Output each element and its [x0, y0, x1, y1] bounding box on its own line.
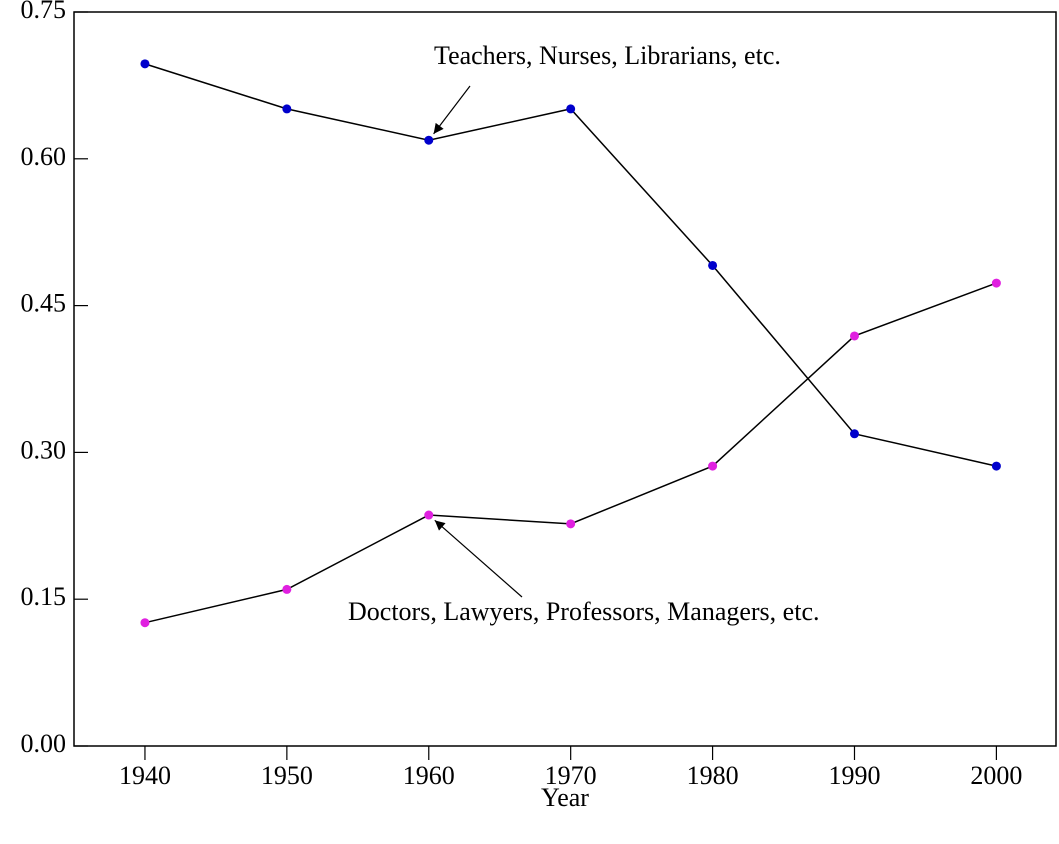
series-line: [144, 282, 997, 624]
data-point: [424, 510, 434, 520]
series-label: Doctors, Lawyers, Professors, Managers, …: [348, 597, 819, 626]
x-tick-label: 1950: [261, 761, 313, 790]
data-point: [140, 618, 150, 628]
x-tick-label: 1940: [119, 761, 171, 790]
x-tick-label: 1990: [828, 761, 880, 790]
y-tick-label: 0.15: [21, 582, 67, 611]
x-axis-label: Year: [541, 783, 589, 812]
data-point: [424, 135, 434, 145]
series-line: [144, 63, 997, 467]
data-point: [140, 59, 150, 69]
x-tick-label: 1980: [687, 761, 739, 790]
plot-frame: [73, 11, 1057, 747]
y-tick-label: 0.60: [21, 142, 67, 171]
data-point: [991, 278, 1001, 288]
x-tick-label: 1970: [545, 761, 597, 790]
annotation-arrow: [434, 519, 523, 598]
series-label: Teachers, Nurses, Librarians, etc.: [434, 41, 781, 70]
data-point: [849, 429, 859, 439]
data-point: [566, 519, 576, 529]
x-tick-label: 1960: [403, 761, 455, 790]
x-tick-label: 2000: [970, 761, 1022, 790]
y-tick-label: 0.30: [21, 435, 67, 464]
y-tick-label: 0.75: [21, 0, 67, 24]
data-point: [991, 461, 1001, 471]
data-point: [566, 104, 576, 114]
y-tick-label: 0.00: [21, 729, 67, 758]
annotation-arrow: [433, 85, 471, 135]
data-point: [708, 260, 718, 270]
y-tick-label: 0.45: [21, 289, 67, 318]
data-point: [849, 331, 859, 341]
data-point: [708, 461, 718, 471]
data-point: [282, 104, 292, 114]
data-point: [282, 584, 292, 594]
